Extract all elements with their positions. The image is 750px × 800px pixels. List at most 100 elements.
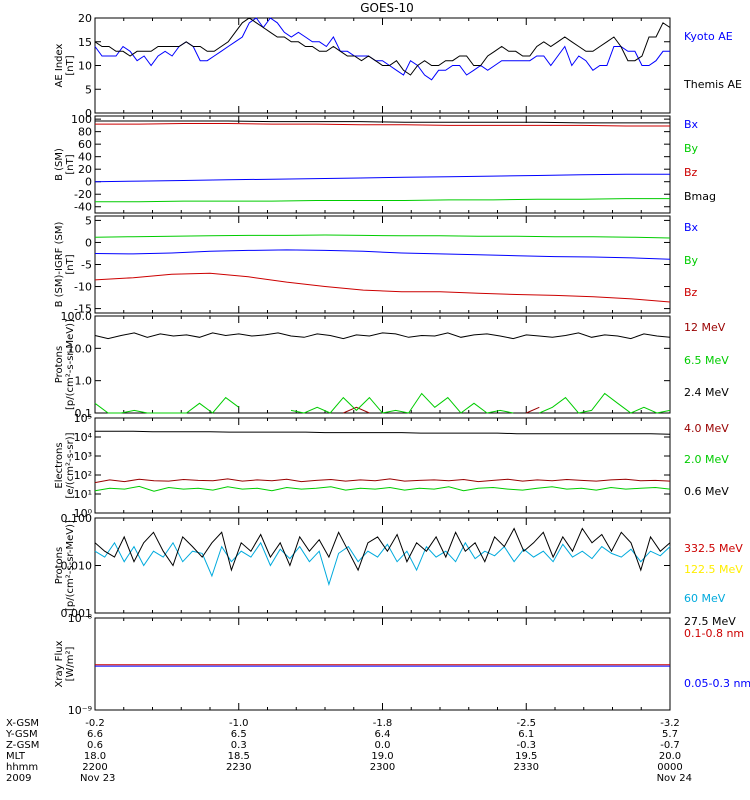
panel-6: 0.001 0.010 0.100 Protons [p/(cm²-s-sr-MeV)]… — [54, 512, 743, 628]
series-line-by — [94, 234, 671, 239]
y-axis-label: [p/(cm²-s-sr-MeV)] — [65, 319, 76, 410]
legend-entry: Bx — [684, 221, 699, 234]
y-tick-label: 10¹ — [74, 488, 92, 501]
x-tick-value: -2.5 — [516, 718, 536, 729]
y-tick-label: 10⁴ — [74, 431, 93, 444]
x-row-label: MLT — [6, 751, 26, 762]
series-line-0-6-mev — [95, 430, 671, 435]
y-tick-label: 0 — [85, 176, 92, 189]
y-axis-label: [nT] — [65, 55, 76, 75]
x-tick-value: -0.3 — [516, 740, 536, 751]
figure-title: GOES-10 — [360, 1, 414, 15]
y-tick-label: -40 — [74, 201, 92, 214]
y-tick-label: 0 — [85, 236, 92, 249]
series-line-themis-ae — [94, 17, 671, 76]
y-tick-label: 40 — [78, 151, 92, 164]
series-line-12-mev — [343, 406, 540, 414]
legend-entry: 0.6 MeV — [684, 485, 729, 498]
y-tick-label: 20 — [78, 163, 92, 176]
x-tick-value: -1.0 — [229, 718, 249, 729]
y-tick-label: 0.1 — [75, 407, 93, 420]
x-tick-value: 6.6 — [87, 729, 103, 740]
x-row-label: Y-GSM — [5, 729, 38, 740]
x-tick-value: Nov 24 — [657, 773, 692, 784]
x-row-label: 2009 — [6, 773, 31, 784]
x-tick-value: Nov 23 — [80, 773, 115, 784]
series-line-6-5-mev — [94, 392, 671, 414]
y-tick-label: 10⁻⁹ — [68, 704, 92, 717]
legend-entry: 2.4 MeV — [684, 386, 729, 399]
legend-entry: 6.5 MeV — [684, 354, 729, 367]
y-tick-label: 0 — [85, 107, 92, 120]
panel-7: 10⁻⁹ 10⁻⁸ Xray Flux [W/m²] 0.1-0.8 nm 0.05-0.… — [54, 612, 750, 717]
y-tick-label: 80 — [78, 126, 92, 139]
y-axis-label: [W/m²] — [65, 646, 76, 681]
panel-frame — [94, 315, 671, 414]
x-tick-value: 0.0 — [375, 740, 391, 751]
x-tick-value: 19.5 — [515, 751, 537, 762]
x-tick-value: 0.3 — [231, 740, 247, 751]
y-tick-label: 10⁵ — [74, 412, 92, 425]
y-tick-label: 5 — [85, 83, 92, 96]
y-tick-label: 10.0 — [68, 342, 93, 355]
series-line-bmag — [95, 120, 670, 124]
legend-entry: Themis AE — [683, 78, 742, 91]
y-tick-label: -5 — [81, 259, 92, 272]
y-tick-label: 1.0 — [75, 375, 93, 388]
y-tick-label: 100.0 — [61, 310, 93, 323]
panel-frame — [94, 215, 671, 314]
legend-entry: 2.0 MeV — [684, 453, 729, 466]
legend-entry: 60 MeV — [684, 592, 726, 605]
y-axis-label: Xray Flux — [54, 640, 65, 687]
y-tick-label: -10 — [74, 281, 92, 294]
y-axis-label: B (SM) — [54, 148, 65, 181]
y-axis-label: Protons — [54, 547, 65, 584]
x-tick-value: 6.4 — [375, 729, 391, 740]
series-line-bx — [94, 173, 670, 183]
series-line-by — [95, 198, 670, 203]
legend-entry: 122.5 MeV — [684, 563, 743, 576]
legend-entry: By — [684, 142, 699, 155]
legend-entry: 27.5 MeV — [684, 615, 736, 628]
y-tick-label: -20 — [74, 188, 92, 201]
x-tick-value: 18.0 — [84, 751, 106, 762]
legend-entry: Bmag — [684, 190, 716, 203]
y-tick-label: 100 — [71, 113, 92, 126]
y-axis-label: [p/(cm²-s-sr-MeV)] — [65, 520, 76, 611]
x-tick-value: 6.1 — [518, 729, 534, 740]
panel-1: 0 5 10 15 20 AE Index [nT] Kyoto AE Themis AE — [54, 12, 742, 120]
y-tick-label: 15 — [78, 36, 92, 49]
x-tick-value: 6.5 — [231, 729, 247, 740]
x-tick-value: 2230 — [226, 762, 251, 773]
series-line-4-0-mev — [94, 478, 671, 484]
y-axis-label: B (SM)-IGRF (SM) — [54, 222, 65, 308]
series-line-2-0-mev — [94, 485, 671, 492]
y-tick-label: 10⁰ — [74, 507, 93, 520]
x-tick-value: 2200 — [82, 762, 107, 773]
legend-entry: 4.0 MeV — [684, 422, 729, 435]
legend-entry: 0.1-0.8 nm — [684, 627, 744, 640]
y-tick-label: 60 — [78, 138, 92, 151]
panel-frame — [94, 617, 671, 711]
y-axis-label: AE Index — [54, 43, 65, 87]
y-tick-label: 0.001 — [61, 607, 93, 620]
x-tick-value: 5.7 — [662, 729, 678, 740]
x-row-label: X-GSM — [6, 718, 39, 729]
series-line-bz — [94, 272, 671, 303]
y-axis-label: [e/(cm²-s-sr)] — [65, 432, 76, 498]
x-row-label: hhmm — [6, 762, 38, 773]
x-row-label: Z-GSM — [6, 740, 39, 751]
y-tick-label: 10² — [74, 469, 92, 482]
series-line-bx — [94, 249, 671, 260]
x-tick-value: 0000 — [657, 762, 682, 773]
legend-entry: Bz — [684, 286, 698, 299]
legend-entry: Bz — [684, 166, 698, 179]
panel-frame — [94, 115, 671, 214]
series-line-27-5-mev — [94, 527, 671, 572]
series-line-60-mev — [94, 541, 671, 587]
y-tick-label: -15 — [74, 303, 92, 316]
y-tick-label: 0.100 — [61, 512, 93, 525]
